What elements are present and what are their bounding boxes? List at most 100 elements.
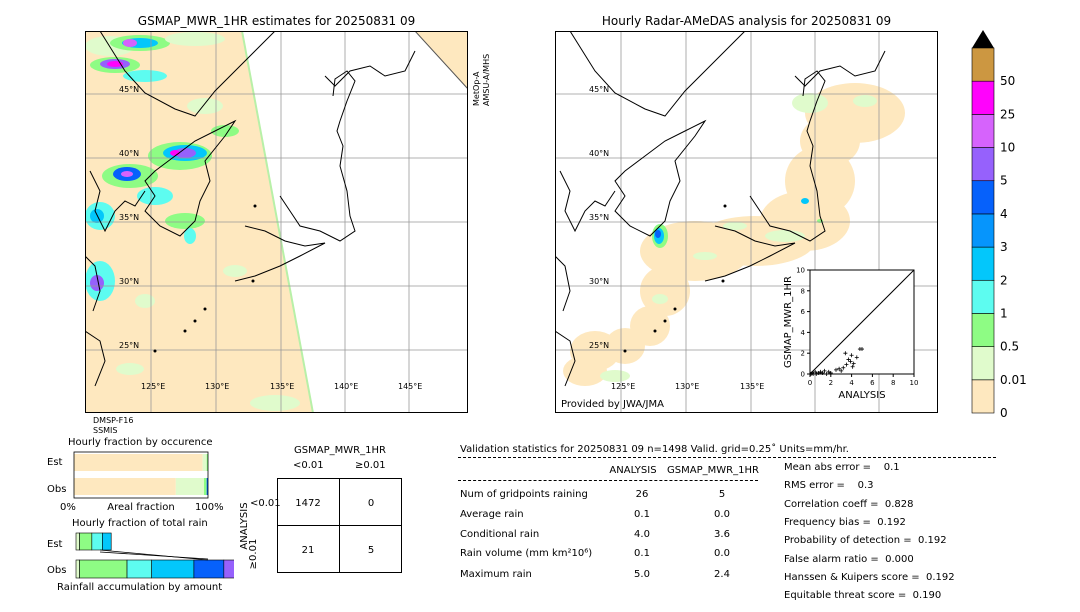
bar-segment	[223, 559, 234, 579]
scatter-xtick-label: 10	[910, 379, 919, 387]
occurrence-tick-100: 100%	[195, 502, 224, 513]
contingency-row-lt: <0.01	[250, 498, 281, 509]
colorbar-box	[971, 313, 995, 347]
colorbar-box	[971, 114, 995, 148]
validation-analysis: 26	[635, 489, 649, 500]
bar-segment	[126, 559, 152, 579]
validation-label: Maximum rain	[460, 569, 532, 580]
right-lat-label: 25°N	[589, 341, 609, 350]
totalrain-title: Hourly fraction of total rain	[72, 518, 208, 529]
validation-analysis: 0.1	[634, 548, 650, 559]
left-sensor-bottom: DMSP-F16 SSMIS	[93, 416, 134, 435]
colorbar-label: 1	[1000, 306, 1008, 320]
score-line: False alarm ratio = 0.000	[784, 553, 914, 565]
colorbar-label: 10	[1000, 141, 1015, 155]
validation-gsmap: 0.0	[714, 548, 730, 559]
scatter-point	[850, 364, 855, 369]
scatter-point	[854, 355, 859, 360]
bar-segment	[175, 478, 204, 495]
score-line: Hanssen & Kuipers score = 0.192	[784, 571, 955, 583]
left-lon-label: 145°E	[398, 382, 422, 391]
colorbar-box	[971, 180, 995, 215]
left-islands	[153, 204, 257, 353]
validation-header: Validation statistics for 20250831 09 n=…	[460, 444, 849, 455]
occurrence-xlabel: Areal fraction	[107, 502, 174, 513]
scatter-xtick-label: 4	[849, 379, 854, 387]
contingency-col-lt: <0.01	[293, 460, 324, 471]
bar-segment	[75, 532, 80, 551]
bar-segment	[74, 478, 176, 495]
score-line: Equitable threat score = 0.190	[784, 590, 942, 602]
scatter-point	[826, 369, 831, 374]
validation-label: Conditional rain	[460, 529, 540, 540]
contingency-cell: 0	[368, 498, 374, 509]
left-lon-label: 135°E	[270, 382, 294, 391]
scatter-point	[824, 372, 829, 376]
occurrence-tick-0: 0%	[60, 502, 76, 513]
validation-gsmap: 0.0	[714, 509, 730, 520]
right-islands	[623, 204, 727, 353]
left-lat-label: 25°N	[119, 341, 139, 350]
left-coastlines	[85, 31, 416, 387]
scatter-point	[848, 359, 853, 364]
validation-label: Rain volume (mm km²10⁶)	[460, 548, 593, 559]
scatter-ytick-label: 6	[801, 308, 806, 316]
totalrain-cat-obs: Obs	[47, 565, 66, 576]
colorbar-label: 2	[1000, 273, 1008, 287]
colorbar-box	[971, 80, 995, 115]
colorbar-label: 4	[1000, 207, 1008, 221]
scatter-ytick-label: 0	[801, 371, 805, 379]
validation-gsmap: 3.6	[714, 529, 730, 540]
left-lat-label: 40°N	[119, 149, 139, 158]
validation-label: Num of gridpoints raining	[460, 489, 588, 500]
scatter-point	[834, 367, 838, 372]
colorbar-box	[971, 279, 995, 314]
scatter-point	[843, 351, 848, 356]
scatter-point	[849, 353, 854, 358]
scatter-point	[813, 369, 818, 374]
colorbar-box	[971, 47, 995, 82]
left-precip-patches	[85, 32, 300, 411]
left-lon-label: 140°E	[334, 382, 358, 391]
colorbar-label: 3	[1000, 240, 1008, 254]
bar-segment	[203, 478, 207, 495]
left-lon-label: 125°E	[141, 382, 165, 391]
validation-analysis: 0.1	[634, 509, 650, 520]
scatter-xtick-label: 6	[870, 379, 875, 387]
bar-segment	[74, 454, 203, 471]
contingency-cell: 1472	[295, 498, 320, 509]
score-line: Mean abs error = 0.1	[784, 462, 900, 473]
left-lon-label: 130°E	[205, 382, 229, 391]
colorbar-label: 25	[1000, 107, 1015, 121]
scatter-point	[814, 372, 819, 376]
left-lat-label: 35°N	[119, 213, 139, 222]
right-coastlines	[555, 31, 886, 387]
scatter-point	[860, 347, 864, 352]
col-analysis: ANALYSIS	[609, 465, 657, 476]
right-map-title: Hourly Radar-AMeDAS analysis for 2025083…	[601, 14, 892, 28]
totalrain-cat-est: Est	[47, 539, 63, 550]
bar-segment	[193, 559, 225, 579]
colorbar-box	[971, 246, 995, 281]
validation-analysis: 4.0	[634, 529, 650, 540]
scatter-point	[818, 369, 823, 374]
occurrence-chart: Est Obs 0% 100% Areal fraction	[47, 451, 224, 513]
scatter-ytick-label: 2	[801, 350, 805, 358]
validation-label: Average rain	[460, 509, 524, 520]
contingency-table: ANALYSIS ≥0.01 <0.01 1472 0 21 5	[239, 478, 402, 573]
score-line: Probability of detection = 0.192	[784, 535, 947, 547]
contingency-col-ge: ≥0.01	[355, 460, 386, 471]
colorbar-arrow	[972, 30, 994, 48]
scatter-ytick-label: 8	[801, 287, 805, 295]
right-lat-label: 40°N	[589, 149, 609, 158]
left-map: 45°N 40°N 35°N 30°N 25°N 125°E 130°E 135…	[85, 31, 468, 413]
validation-analysis: 5.0	[634, 569, 650, 580]
right-lon-label: 130°E	[675, 382, 699, 391]
scatter-ytick-label: 4	[801, 329, 806, 337]
left-lat-label: 45°N	[119, 85, 139, 94]
scatter-point	[822, 368, 827, 373]
scatter-xlabel: ANALYSIS	[838, 390, 885, 401]
left-grid	[85, 31, 468, 413]
contingency-row-axis: ANALYSIS	[239, 502, 250, 549]
scatter-point	[846, 357, 851, 362]
